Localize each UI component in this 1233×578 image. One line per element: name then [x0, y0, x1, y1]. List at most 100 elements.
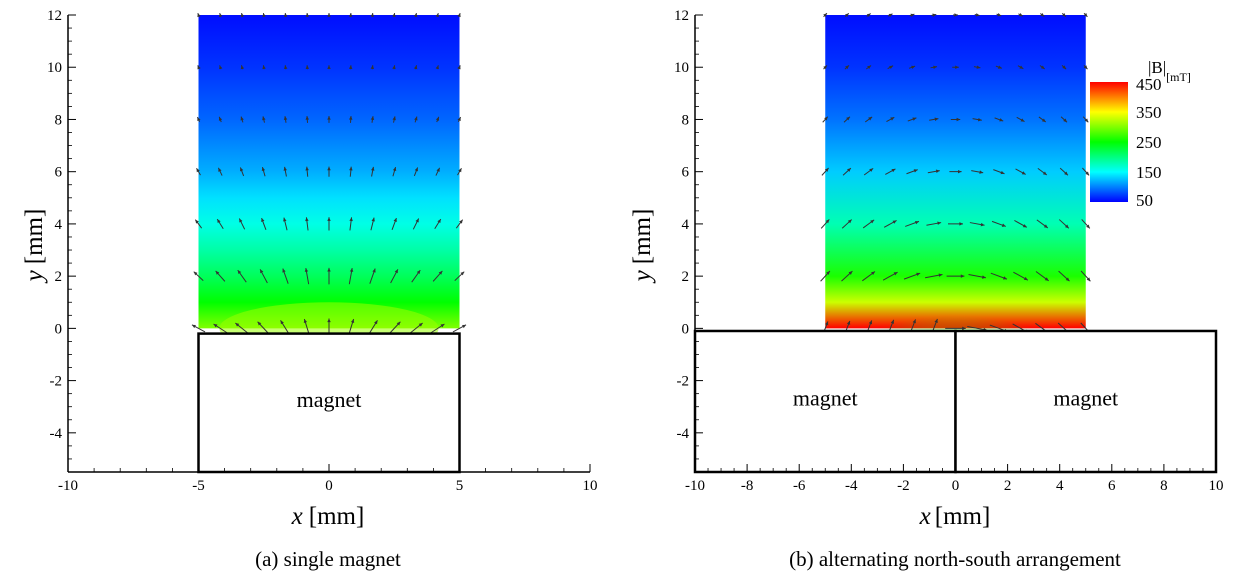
colorbar-ticks: 450 350 250 150 50	[1136, 75, 1162, 210]
field-vector	[392, 65, 396, 70]
y-tick-label: 2	[55, 269, 63, 285]
field-vector	[862, 219, 875, 229]
field-vector	[950, 117, 961, 122]
field-vector	[283, 116, 288, 123]
field-vector	[305, 12, 310, 18]
field-vector	[370, 65, 375, 70]
field-vector	[820, 219, 830, 229]
field-vector	[454, 271, 465, 281]
field-vector	[371, 166, 375, 177]
field-vector	[434, 218, 442, 230]
y-tick-label: 10	[674, 60, 689, 76]
field-vector	[1014, 220, 1028, 228]
field-vector	[1017, 65, 1024, 70]
field-vector	[390, 269, 399, 284]
caption-b: (b) alternating north-south arrangement	[789, 547, 1121, 571]
field-vector	[196, 116, 201, 122]
field-vector	[1018, 12, 1024, 17]
field-vector	[843, 116, 851, 123]
field-vector	[235, 322, 249, 335]
field-vector	[196, 167, 201, 176]
field-vector	[327, 65, 331, 70]
field-vector	[411, 269, 421, 283]
field-vector	[841, 270, 853, 282]
field-vector	[903, 272, 921, 280]
field-vector	[219, 65, 223, 70]
x-tick-label: 4	[1056, 478, 1064, 494]
magnet-label: magnet	[297, 387, 362, 412]
field-vector	[240, 65, 245, 70]
y-tick-label: 4	[682, 217, 690, 233]
field-vector	[457, 167, 462, 176]
field-vector	[413, 167, 419, 177]
field-vector	[435, 12, 439, 18]
field-vector	[882, 271, 898, 281]
y-tick-label: 8	[55, 112, 63, 128]
field-vector	[409, 322, 423, 335]
y-axis-label-a: y[mm]	[21, 209, 48, 285]
field-vector	[866, 13, 871, 18]
field-vector	[995, 65, 1003, 69]
field-vector	[952, 13, 958, 17]
y-tick-label: 10	[47, 60, 62, 76]
y-tick-label: 0	[682, 321, 690, 337]
field-vector	[844, 12, 850, 18]
field-vector	[969, 222, 985, 227]
field-vector	[885, 168, 896, 175]
field-vector	[213, 323, 228, 334]
field-vector	[905, 220, 920, 227]
x-tick-label: -6	[793, 478, 806, 494]
field-vector	[392, 116, 396, 123]
field-vector	[414, 116, 418, 123]
ticks-b: -4 -2 0 2 4 6 8 10 12 -10 -8 -6 -4 -2 0 2 4 6 8 10	[674, 8, 1224, 494]
field-vector	[413, 12, 418, 18]
field-vector	[1035, 271, 1049, 282]
field-vector	[820, 270, 831, 282]
x-tick-label: 8	[1160, 478, 1168, 494]
field-vector	[262, 12, 266, 18]
field-vector	[1038, 116, 1047, 123]
field-vector	[304, 267, 310, 285]
field-vector	[457, 65, 461, 70]
panel-a-single-magnet: magnet -4 -2 0 2 4 6 8 10 12 -10 -5 0 5 10 y[mm] x [mm…	[21, 8, 598, 571]
x-tick-label: 10	[583, 478, 598, 494]
field-vector	[1037, 167, 1048, 176]
field-vector	[305, 166, 309, 177]
field-vector	[197, 12, 201, 18]
field-vector	[931, 13, 937, 17]
field-vector	[1083, 12, 1088, 18]
field-vector	[823, 65, 828, 70]
field-vector	[238, 218, 246, 230]
field-vector	[841, 219, 853, 229]
field-vector	[1082, 116, 1089, 123]
caption-a: (a) single magnet	[255, 547, 401, 571]
field-vector	[261, 217, 267, 230]
field-vector	[327, 267, 331, 285]
y-tick-label: 8	[682, 112, 690, 128]
field-vector	[197, 65, 201, 70]
field-vector	[370, 116, 375, 123]
x-tick-label: 10	[1209, 478, 1224, 494]
field-vector	[194, 219, 203, 229]
field-vector	[994, 117, 1004, 122]
x-tick-label: -8	[741, 478, 754, 494]
y-tick-label: -4	[677, 426, 690, 442]
field-vector	[219, 12, 223, 18]
field-vector	[1039, 65, 1046, 70]
field-vector	[435, 116, 440, 123]
field-vector	[1083, 65, 1088, 70]
field-vector	[262, 116, 266, 123]
field-vector	[305, 116, 309, 123]
field-vector	[930, 65, 938, 69]
field-vector	[218, 116, 223, 123]
magnet-label: magnet	[1053, 385, 1118, 410]
panel-b-alternating-magnets: magnet magnet -4 -2 0 2 4 6 8 10 12 -10 -8 -6 -4 -2 0 2 4…	[629, 8, 1224, 571]
field-vector	[862, 271, 876, 282]
field-vector	[327, 217, 331, 231]
magnet-2	[954, 329, 1218, 474]
y-axis-label-b: y[mm]	[629, 209, 656, 285]
field-vector	[886, 116, 895, 123]
field-vector	[305, 65, 310, 70]
y-tick-label: -2	[50, 374, 63, 390]
field-vector	[240, 116, 244, 123]
